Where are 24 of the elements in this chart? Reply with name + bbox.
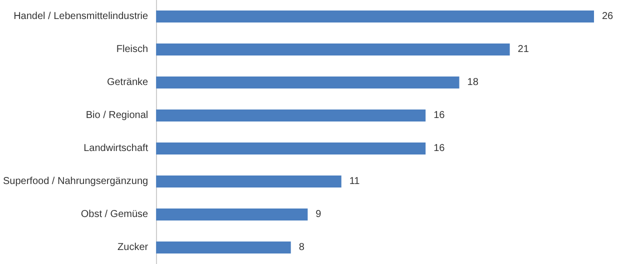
y-tick-label: Superfood / Nahrungsergänzung xyxy=(2,176,148,187)
bar xyxy=(156,208,308,220)
data-label: 11 xyxy=(349,176,360,187)
data-label: 21 xyxy=(518,44,530,55)
y-tick-label: Landwirtschaft xyxy=(84,143,148,154)
y-tick-label: Zucker xyxy=(118,242,149,253)
y-tick-label: Fleisch xyxy=(116,44,148,55)
data-label: 9 xyxy=(316,209,322,220)
data-label: 26 xyxy=(602,11,614,22)
data-label: 18 xyxy=(467,77,479,88)
y-tick-label: Obst / Gemüse xyxy=(80,209,149,220)
bar xyxy=(156,242,291,254)
bar xyxy=(156,110,426,122)
y-tick-label: Getränke xyxy=(106,77,149,88)
bar xyxy=(156,10,594,22)
data-label: 16 xyxy=(434,110,446,121)
bar xyxy=(156,142,426,154)
y-tick-label: Handel / Lebensmittelindustrie xyxy=(14,11,149,22)
bar xyxy=(156,44,510,56)
y-tick-label: Bio / Regional xyxy=(86,110,148,121)
data-label: 16 xyxy=(434,143,446,154)
data-label: 8 xyxy=(298,242,305,253)
bar xyxy=(156,176,342,188)
bar xyxy=(156,76,460,88)
